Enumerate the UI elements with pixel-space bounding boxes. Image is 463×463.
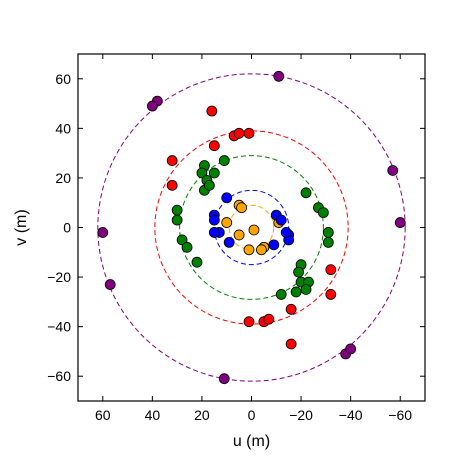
data-point-s0-2 [248, 224, 260, 236]
y-tick-label-5: 40 [55, 120, 71, 136]
y-tick-label-1: −40 [47, 319, 71, 335]
y-tick-label-2: −20 [47, 269, 71, 285]
data-point-s1-0 [221, 192, 233, 204]
data-point-s2-5 [218, 155, 230, 166]
data-point-s3-13 [243, 316, 255, 328]
y-tick-label-0: −60 [47, 368, 71, 384]
data-point-s2-6 [208, 167, 220, 179]
data-point-s3-7 [325, 264, 337, 276]
data-point-s4-4 [394, 217, 406, 228]
data-point-s1-9 [268, 239, 280, 251]
data-point-s2-23 [300, 284, 312, 295]
y-axis-label: v (m) [13, 209, 30, 245]
x-tick-label-4: −20 [289, 407, 313, 423]
data-point-s2-15 [322, 227, 334, 238]
data-point-s2-12 [300, 187, 312, 199]
data-point-s2-7 [171, 204, 183, 216]
data-point-s2-8 [171, 214, 183, 226]
data-point-s0-6 [243, 244, 255, 256]
x-tick-label-5: −40 [339, 407, 363, 423]
data-point-s2-14 [317, 207, 329, 219]
data-point-s0-7 [233, 229, 245, 241]
reference-circles [97, 73, 406, 382]
plot-frame [77, 53, 426, 402]
data-point-s3-5 [233, 127, 245, 139]
data-point-s2-10 [181, 241, 193, 253]
data-point-s0-5 [256, 244, 267, 256]
data-point-s3-1 [208, 140, 220, 152]
data-point-s1-11 [275, 214, 287, 226]
data-point-s4-0 [273, 70, 285, 82]
data-point-s3-2 [166, 155, 178, 166]
data-point-s3-10 [285, 338, 297, 350]
data-point-s4-9 [345, 343, 357, 355]
data-point-s1-4 [223, 236, 235, 248]
data-point-s4-3 [387, 165, 399, 176]
x-tick-label-3: 0 [248, 407, 256, 423]
data-point-s3-0 [206, 105, 218, 117]
data-point-s3-9 [285, 303, 297, 315]
data-point-s3-6 [243, 127, 255, 139]
y-tick-label-6: 60 [55, 71, 71, 87]
data-point-s4-5 [97, 227, 109, 238]
data-point-s1-10 [208, 227, 220, 238]
data-point-s3-3 [166, 179, 178, 191]
data-point-s2-18 [293, 266, 304, 278]
data-point-s4-6 [104, 279, 116, 290]
x-tick-label-0: 60 [95, 407, 111, 423]
data-point-s1-2 [208, 214, 220, 226]
x-tick-label-1: 40 [145, 407, 161, 423]
data-point-s3-12 [263, 313, 275, 325]
y-tick-label-4: 20 [55, 170, 71, 186]
data-point-s2-21 [275, 289, 287, 300]
data-point-s2-11 [191, 256, 203, 268]
y-tick-label-3: 0 [63, 220, 71, 236]
data-point-s2-1 [196, 167, 208, 179]
x-tick-label-6: −60 [388, 407, 412, 423]
data-point-s2-16 [322, 236, 334, 248]
reference-circle-3 [154, 130, 349, 325]
data-points [97, 70, 406, 385]
data-point-s0-8 [221, 217, 233, 228]
data-point-s2-20 [290, 286, 302, 298]
reference-circle-4 [97, 73, 406, 382]
data-point-s3-8 [325, 289, 337, 300]
data-point-s2-4 [203, 179, 215, 191]
data-point-s4-2 [146, 100, 158, 112]
x-axis-label: u (m) [233, 433, 270, 450]
data-point-s2-9 [176, 234, 188, 246]
axis-ticks: 60 40 20 0 −20 −40 −60 −60 −40 −20 0 20 40 60 [47, 54, 425, 423]
data-point-s0-1 [236, 202, 247, 214]
reference-circle-2 [179, 155, 324, 300]
data-point-s4-7 [218, 373, 230, 385]
data-point-s1-8 [280, 227, 292, 238]
x-tick-label-2: 20 [194, 407, 210, 423]
